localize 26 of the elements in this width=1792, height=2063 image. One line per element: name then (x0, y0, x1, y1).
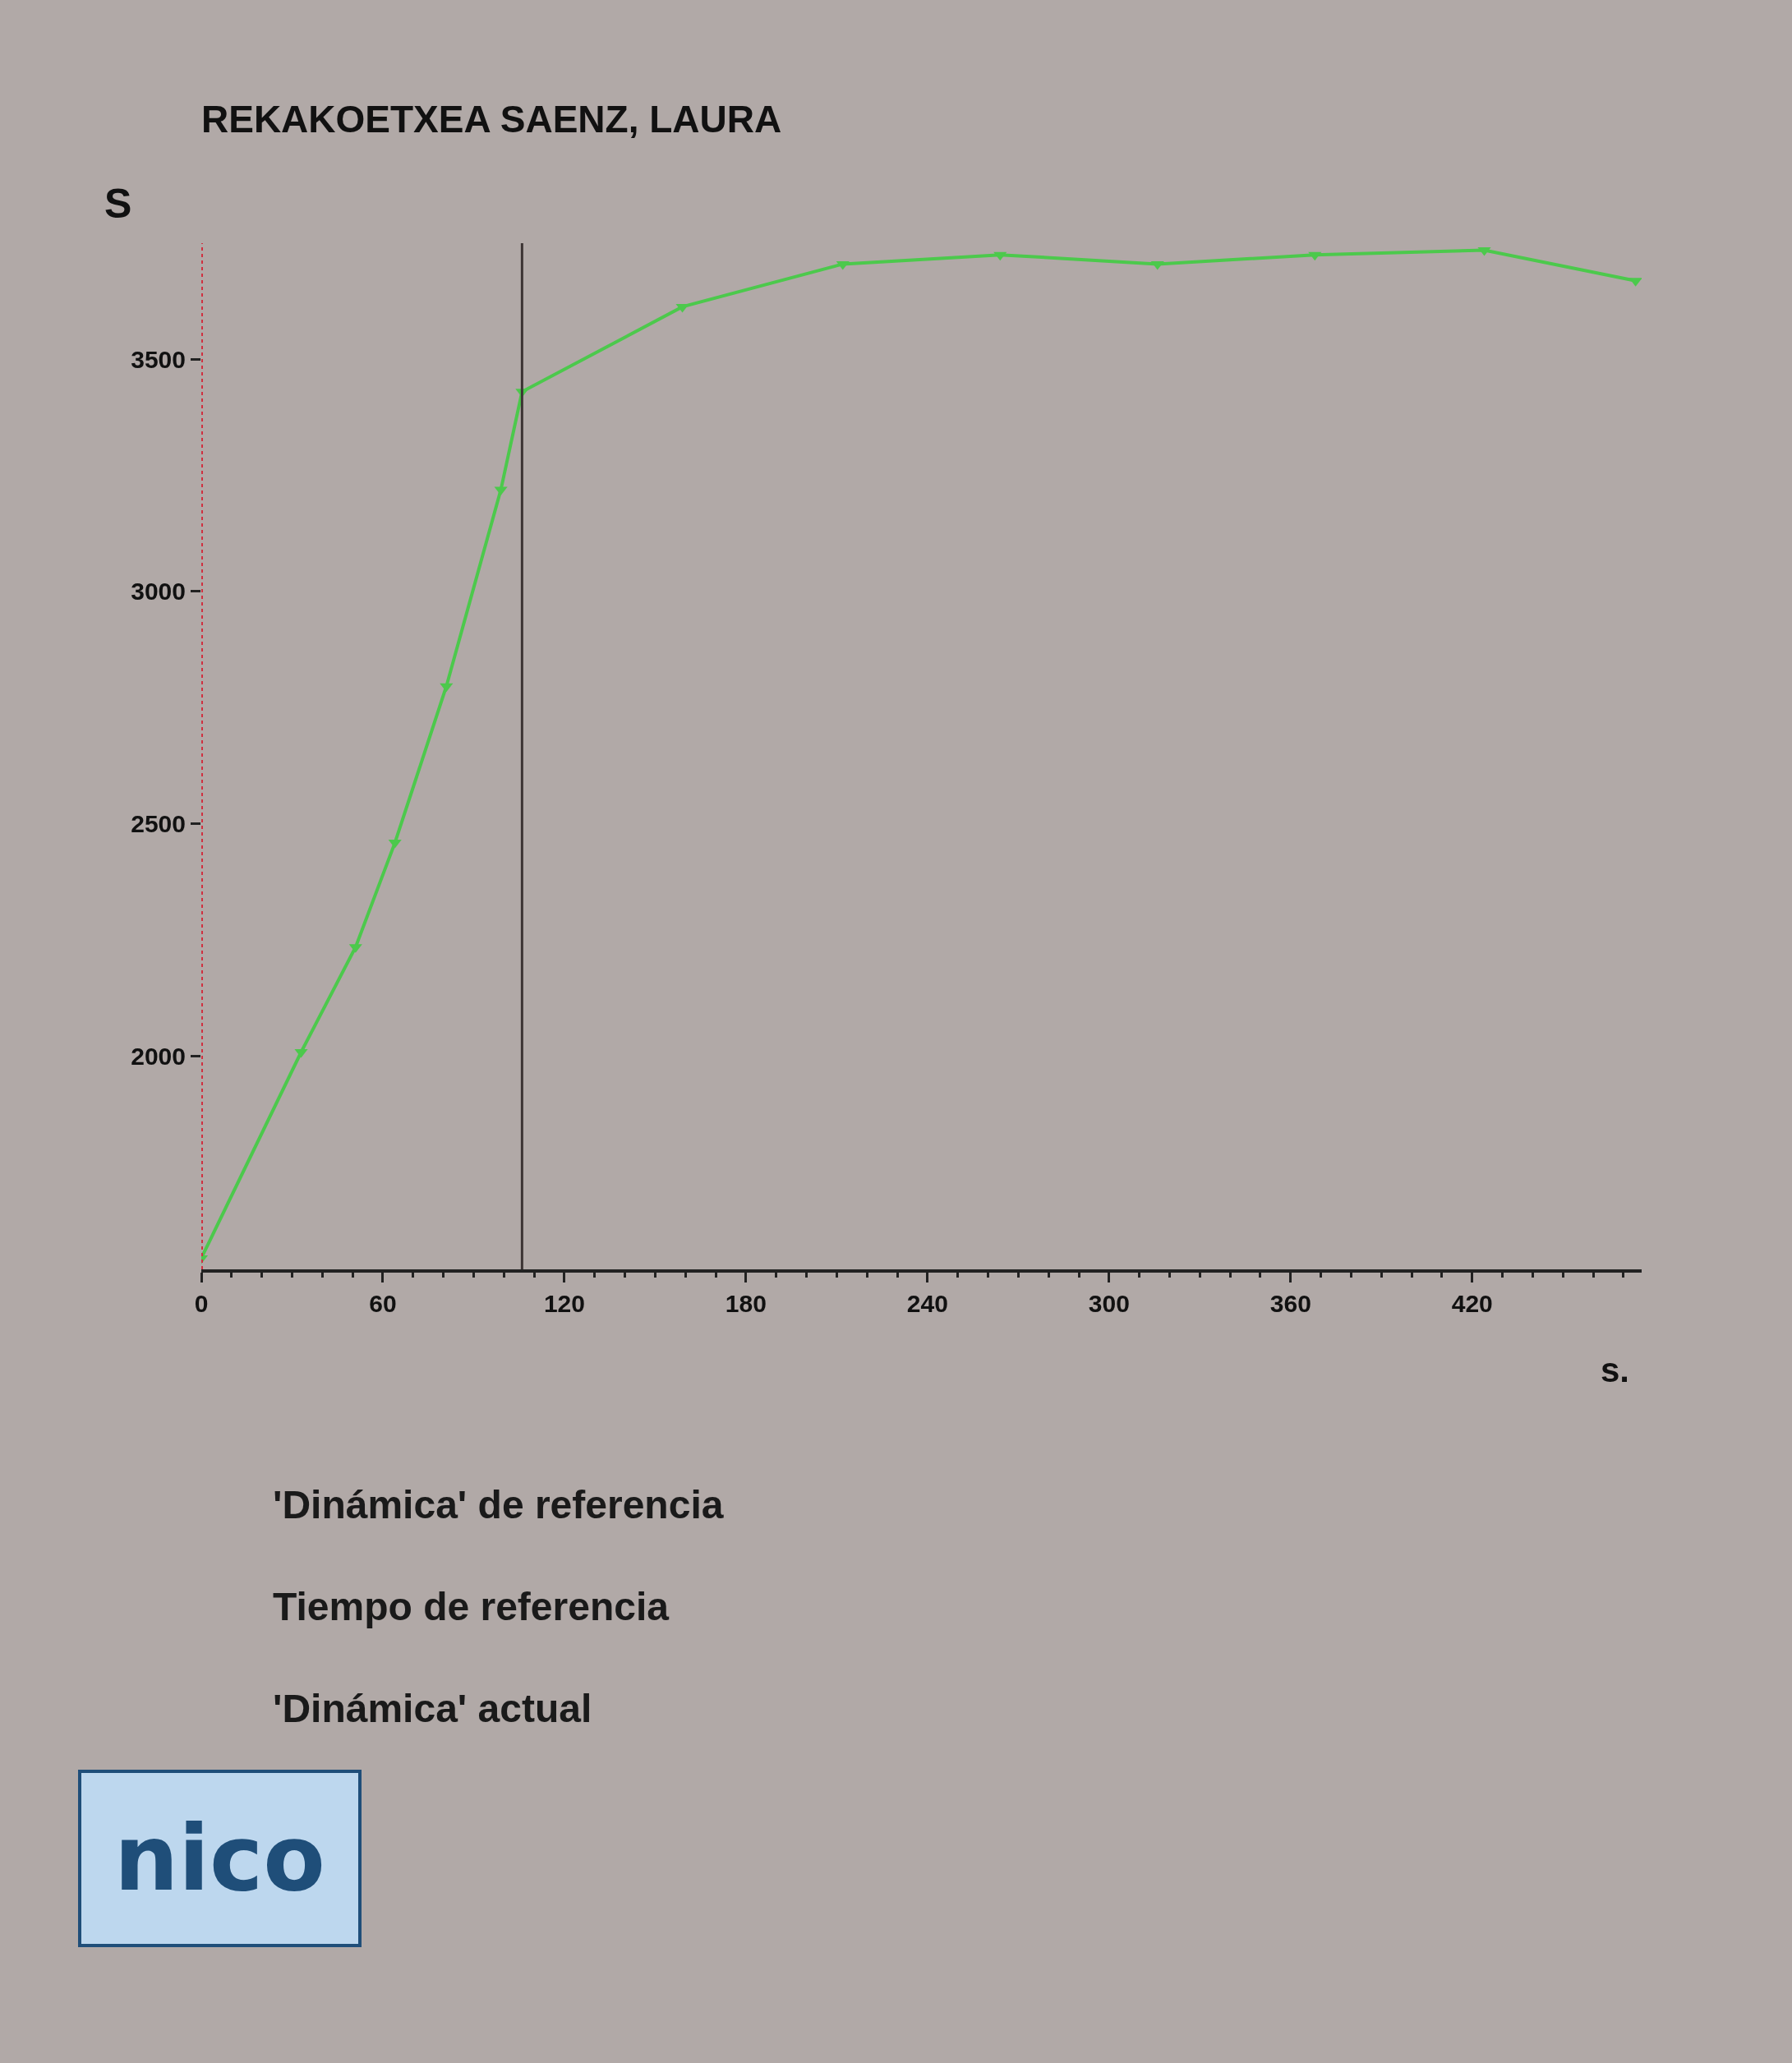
x-tick-label: 0 (194, 1290, 209, 1317)
text: nico (114, 1806, 325, 1911)
point (440, 683, 454, 693)
x-tick-label: 180 (725, 1290, 767, 1317)
x-tick-label: 360 (1269, 1290, 1311, 1317)
y-tick-label: 3000 (131, 578, 186, 606)
point (836, 260, 850, 270)
x-tick-label: 420 (1451, 1290, 1493, 1317)
text: 'Dinámica' actual (273, 1687, 592, 1730)
point (1308, 251, 1322, 261)
point (1477, 246, 1491, 256)
y-tick-label: 3500 (131, 345, 186, 373)
point (993, 251, 1007, 261)
y-axis-title: S (104, 181, 132, 227)
text: 'Dinámica' de referencia (273, 1483, 724, 1527)
chart-title: REKAKOETXEA SAENZ, LAURA (201, 98, 782, 141)
point (1150, 260, 1164, 270)
x-tick-label: 240 (906, 1290, 948, 1317)
y-tick-label: 2000 (131, 1042, 186, 1070)
x-tick-label: 300 (1088, 1290, 1130, 1317)
x-axis-title: s. (1601, 1351, 1630, 1389)
y-tick-label: 2500 (131, 809, 186, 837)
point (494, 486, 508, 496)
x-tick-label: 120 (543, 1290, 585, 1317)
x-tick-label: 60 (369, 1290, 397, 1317)
text: Tiempo de referencia (273, 1585, 670, 1628)
